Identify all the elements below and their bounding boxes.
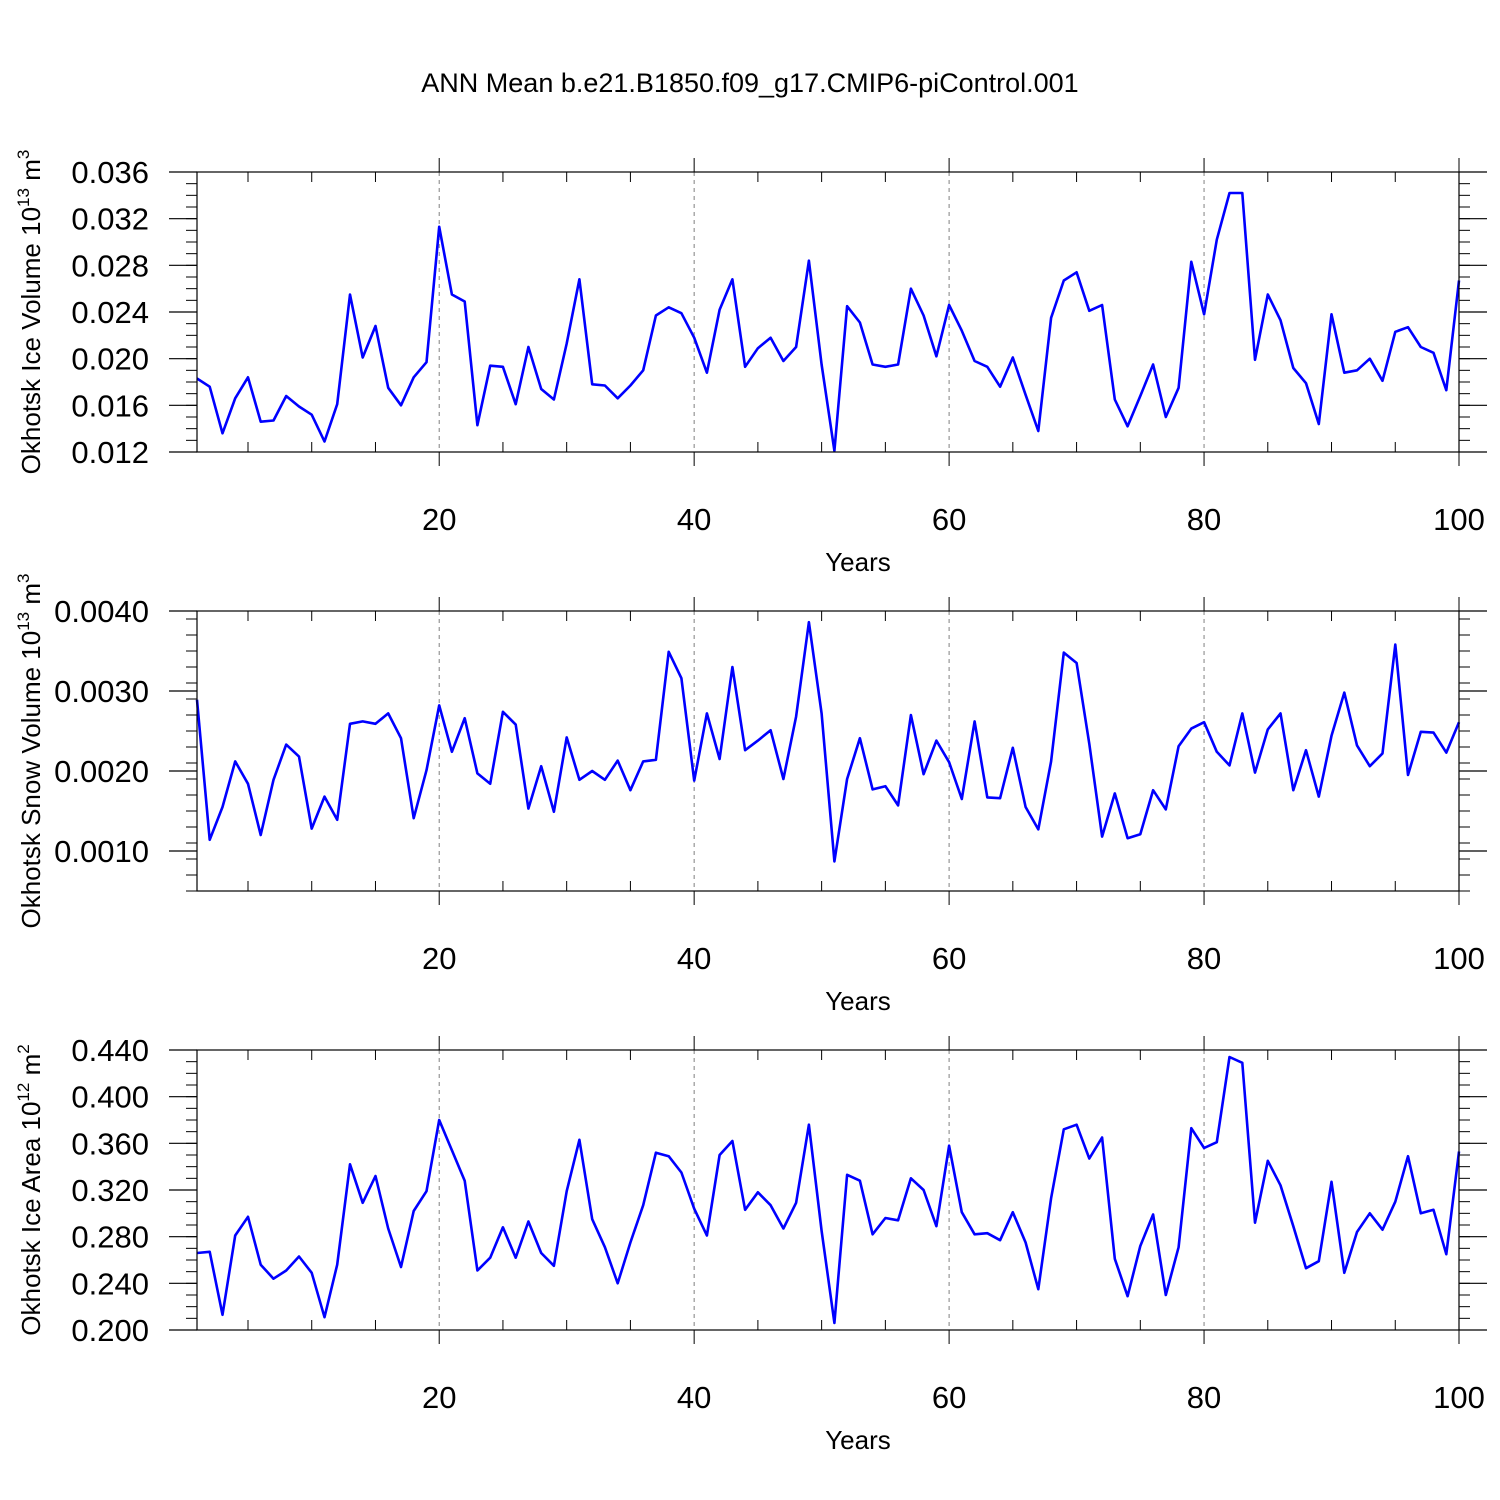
series-line-ice-volume	[196, 191, 1461, 453]
x-tick-label: 20	[422, 1380, 456, 1415]
x-tick-label: 20	[422, 941, 456, 976]
y-axis-label: Okhotsk Ice Volume 1013 m3	[14, 150, 46, 475]
y-tick-label: 0.360	[71, 1126, 149, 1161]
y-tick-label: 0.0030	[54, 674, 149, 709]
y-axis-label-part: Okhotsk Ice Volume 10	[16, 207, 46, 474]
series-line-snow-volume	[195, 620, 1461, 863]
y-tick-label: 0.036	[71, 155, 149, 190]
y-tick-label: 0.020	[71, 342, 149, 377]
x-tick-label: 40	[677, 502, 711, 537]
x-tick-label: 100	[1433, 502, 1485, 537]
plot-frame	[196, 171, 1460, 453]
x-tick-label: 80	[1187, 502, 1221, 537]
y-axis-label: Okhotsk Ice Area 1012 m2	[14, 1044, 46, 1335]
series-line-ice-area	[196, 1055, 1461, 1325]
y-tick-label: 0.0020	[54, 754, 149, 789]
y-tick-label: 0.200	[71, 1313, 149, 1348]
plot-frame	[196, 610, 1460, 892]
y-tick-label: 0.240	[71, 1266, 149, 1301]
y-axis-label-superscript: 13	[14, 188, 33, 207]
page-title: ANN Mean b.e21.B1850.f09_g17.CMIP6-piCon…	[421, 68, 1079, 98]
x-tick-label: 80	[1187, 941, 1221, 976]
y-tick-label: 0.440	[71, 1033, 149, 1068]
y-tick-label: 0.0040	[54, 594, 149, 629]
x-tick-label: 40	[677, 941, 711, 976]
y-tick-label: 0.280	[71, 1220, 149, 1255]
y-axis-label-part: Okhotsk Ice Area 10	[16, 1102, 46, 1336]
x-tick-label: 60	[932, 1380, 966, 1415]
x-tick-label: 40	[677, 1380, 711, 1415]
y-axis-label-superscript: 13	[14, 612, 33, 631]
y-tick-label: 0.024	[71, 295, 149, 330]
x-axis-label: Years	[825, 547, 891, 577]
y-axis-label-part: Okhotsk Snow Volume 10	[16, 631, 46, 929]
y-axis-label-part: m	[16, 1054, 46, 1083]
y-tick-label: 0.012	[71, 435, 149, 470]
y-tick-label: 0.0010	[54, 834, 149, 869]
panel-ice-volume: 20 40 60 80 100 0.012 0.016 0.020 0.024 0.028 0.03…	[14, 150, 1487, 577]
x-tick-label: 100	[1433, 941, 1485, 976]
y-axis-label: Okhotsk Snow Volume 1013 m3	[14, 574, 46, 929]
y-tick-label: 0.028	[71, 248, 149, 283]
y-axis-label-part: m	[16, 583, 46, 612]
x-tick-label: 20	[422, 502, 456, 537]
y-axis-label-superscript: 3	[14, 574, 33, 583]
x-axis-label: Years	[825, 1425, 891, 1455]
y-tick-label: 0.016	[71, 388, 149, 423]
x-tick-label: 60	[932, 941, 966, 976]
y-tick-label: 0.032	[71, 202, 149, 237]
y-axis-label-superscript: 3	[14, 150, 33, 159]
x-axis-label: Years	[825, 986, 891, 1016]
panel-ice-area: 20 40 60 80 100 0.200 0.240 0.280 0.320 0.360 0.40…	[14, 1033, 1487, 1455]
y-tick-label: 0.400	[71, 1080, 149, 1115]
x-tick-label: 60	[932, 502, 966, 537]
plot-frame	[196, 1049, 1460, 1331]
y-axis-label-superscript: 12	[14, 1083, 33, 1102]
y-tick-label: 0.320	[71, 1173, 149, 1208]
x-tick-label: 80	[1187, 1380, 1221, 1415]
panel-snow-volume: 20 40 60 80 100 0.0010 0.0020 0.0030 0.0040 Years…	[14, 574, 1487, 1016]
x-tick-label: 100	[1433, 1380, 1485, 1415]
y-axis-label-part: m	[16, 159, 46, 188]
y-axis-label-superscript: 2	[14, 1044, 33, 1053]
